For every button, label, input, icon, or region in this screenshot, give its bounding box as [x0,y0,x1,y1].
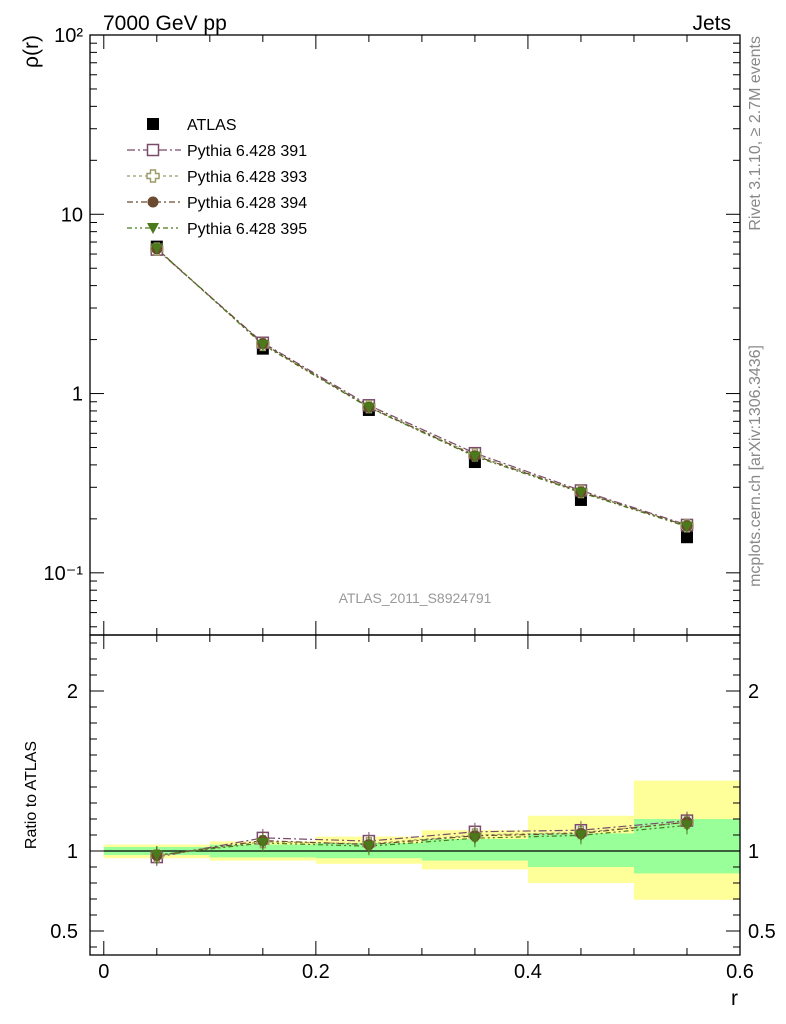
header-right: Jets [692,12,731,35]
ratio-point-s3-3 [468,833,481,845]
legend-label-0: ATLAS [187,117,237,134]
main-series-line-4 [156,247,688,528]
main-y-tick-label: 10⁻¹ [44,563,84,585]
ratio-panel: 0 0.2 0.4 0.6 0.5 0.5 1 1 2 2 [50,634,776,983]
ratio-y-axis-label: Ratio to ATLAS [23,741,40,849]
main-series-line-1 [156,249,688,526]
side-text-top: Rivet 3.1.10, ≥ 2.7M events [747,36,764,231]
ratio-series-line-2 [156,821,688,857]
legend-label-3: Pythia 6.428 394 [187,195,307,212]
legend-marker-1 [146,143,160,157]
ratio-frame [89,634,741,956]
main-point-s0-5 [680,531,693,544]
main-point-s4-5 [680,521,693,533]
main-point-s4-4 [574,487,587,499]
legend-marker-4 [147,223,159,234]
main-panel: 10⁻¹ 1 10 10² ATLAS Pythia 6.428 391 Pythia 6.… [44,25,741,636]
main-point-s4-0 [150,243,163,255]
main-y-tick-label: 1 [72,384,83,406]
main-y-tick-label: 10 [61,204,83,226]
main-point-s4-3 [468,451,481,463]
legend-label-2: Pythia 6.428 393 [187,169,307,186]
legend-marker-0 [147,118,159,130]
ratio-point-s3-0 [150,850,163,861]
main-y-tick-label: 10² [54,25,83,47]
x-tick-label: 0.2 [302,961,330,983]
ratio-y-tick-label-right: 1 [748,841,759,863]
main-point-s4-1 [256,339,269,351]
main-series-line-2 [156,248,688,527]
ratio-point-s3-4 [574,830,587,842]
ratio-x-axis-label: r [731,987,738,1010]
ratio-point-s3-1 [256,838,269,849]
ratio-series-line-3 [156,824,688,856]
x-tick-label: 0.6 [726,961,754,983]
legend-marker-3 [147,196,159,208]
ratio-y-tick-label: 0.5 [50,921,78,943]
ratio-y-tick-label-right: 2 [748,681,759,703]
ratio-series-line-1 [156,821,688,857]
ratio-series-line-0 [156,820,688,858]
legend-marker-2 [146,169,160,183]
x-tick-label: 0 [98,961,109,983]
ratio-point-s3-2 [362,841,375,853]
legend-label-1: Pythia 6.428 391 [187,143,307,160]
ratio-y-tick-label: 2 [67,681,78,703]
watermark-label: ATLAS_2011_S8924791 [339,590,492,606]
main-series-line-3 [156,248,688,527]
side-text-bottom: mcplots.cern.ch [arXiv:1306.3436] [747,345,764,587]
header-left: 7000 GeV pp [103,12,227,35]
legend-label-4: Pythia 6.428 395 [187,221,307,238]
main-y-axis-label: ρ(r) [20,35,43,68]
ratio-stat-band-3 [421,839,528,861]
main-point-s4-2 [362,402,375,414]
ratio-point-s3-5 [680,820,693,832]
ratio-y-tick-label: 1 [67,841,78,863]
ratio-y-tick-label-right: 0.5 [748,921,776,943]
x-tick-label: 0.4 [514,961,542,983]
